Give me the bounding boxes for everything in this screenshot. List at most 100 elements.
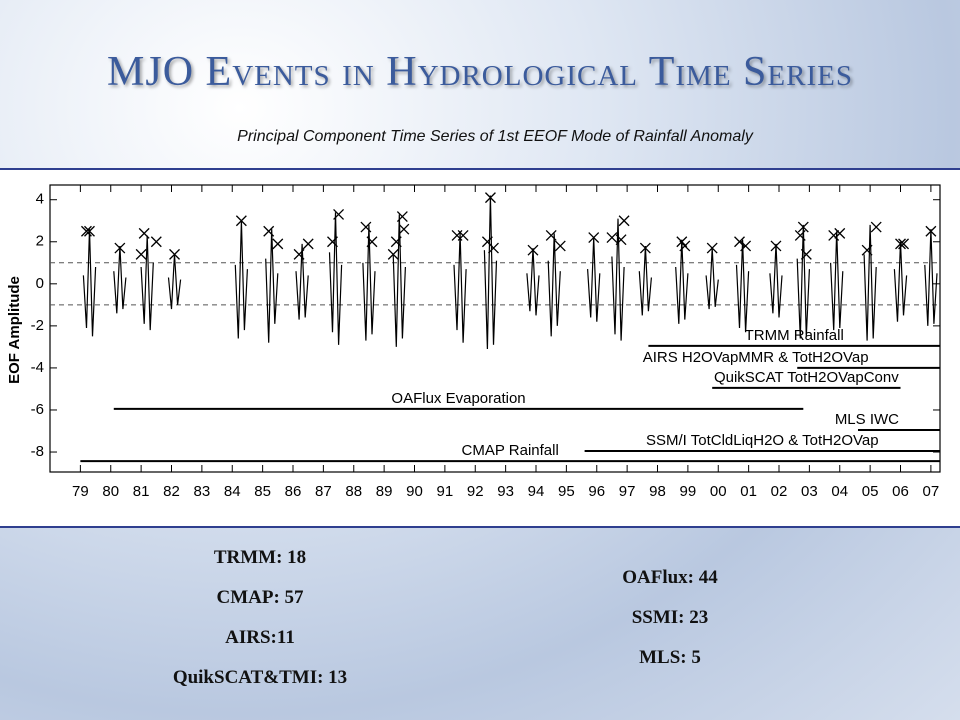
slide-title: MJO Events in Hydrological Time Series (107, 49, 853, 95)
summary-left: TRMM: 18 CMAP: 57 AIRS:11 QuikSCAT&TMI: 13 (135, 538, 385, 698)
event-marker (618, 215, 630, 227)
event-marker (84, 225, 95, 237)
x-tick-label: 93 (497, 483, 514, 500)
y-tick-label: 0 (36, 275, 44, 292)
event-marker (794, 230, 806, 241)
x-tick-label: 85 (254, 483, 271, 500)
x-tick-label: 84 (224, 483, 241, 500)
x-tick-label: 04 (831, 483, 848, 500)
x-tick-label: 92 (467, 483, 484, 500)
event-marker (235, 215, 247, 227)
event-marker (366, 236, 378, 248)
record-label: MLS IWC (835, 411, 899, 428)
event-marker (80, 225, 92, 237)
x-tick-label: 05 (862, 483, 879, 500)
event-marker (545, 230, 557, 241)
summary-item: MLS: 5 (639, 647, 701, 668)
x-tick-label: 80 (102, 483, 119, 500)
event-marker (740, 240, 752, 252)
event-marker (484, 192, 496, 204)
event-marker (138, 227, 150, 239)
y-tick-label: -2 (31, 317, 44, 334)
event-marker (734, 236, 745, 248)
slide-subtitle: Principal Component Time Series of 1st E… (237, 128, 753, 145)
x-tick-label: 94 (528, 483, 545, 500)
record-label: CMAP Rainfall (462, 442, 559, 459)
y-tick-label: -8 (31, 443, 44, 460)
event-marker (861, 244, 873, 256)
x-tick-label: 90 (406, 483, 423, 500)
event-marker (390, 236, 402, 248)
x-tick-label: 82 (163, 483, 180, 500)
x-tick-label: 07 (923, 483, 940, 500)
chart-panel: EOF Amplitude -8 -6 -4 -2 0 2 4 79 80 81 82 83 84 85 86… (0, 168, 960, 528)
y-tick-label: -4 (31, 359, 44, 376)
event-marker (588, 232, 600, 244)
record-label: QuikSCAT TotH2OVapConv (714, 369, 899, 386)
event-marker (615, 234, 627, 246)
event-marker (639, 242, 651, 254)
x-tick-label: 00 (710, 483, 727, 500)
event-marker (398, 223, 410, 235)
x-tick-label: 98 (649, 483, 666, 500)
record-label: OAFlux Evaporation (391, 390, 525, 407)
x-tick-label: 01 (740, 483, 757, 500)
x-tick-label: 97 (619, 483, 636, 500)
x-tick-label: 99 (680, 483, 697, 500)
x-tick-label: 03 (801, 483, 818, 500)
event-marker (770, 240, 782, 252)
event-marker (895, 238, 906, 250)
x-tick-label: 88 (345, 483, 362, 500)
event-marker (797, 221, 809, 233)
event-marker (169, 248, 180, 260)
x-tick-label: 96 (588, 483, 605, 500)
x-tick-label: 83 (194, 483, 211, 500)
event-marker (834, 227, 846, 239)
y-tick-label: 2 (36, 233, 44, 250)
event-marker (333, 208, 345, 220)
event-marker (327, 236, 338, 248)
y-tick-label: 4 (36, 191, 44, 208)
event-marker (293, 248, 305, 260)
x-tick-label: 81 (133, 483, 150, 500)
summary-item: CMAP: 57 (216, 587, 304, 608)
event-marker (360, 221, 372, 233)
summary-item: TRMM: 18 (213, 547, 307, 568)
record-label: SSM/I TotCldLiqH2O & TotH2OVap (646, 432, 879, 449)
summary-item: QuikSCAT&TMI: 13 (172, 667, 348, 688)
event-marker (387, 248, 399, 260)
x-tick-label: 06 (892, 483, 909, 500)
event-marker (606, 232, 618, 244)
event-marker (554, 240, 566, 252)
event-marker (679, 240, 691, 252)
x-tick-label: 86 (285, 483, 302, 500)
x-tick-label: 02 (771, 483, 788, 500)
event-marker (870, 221, 882, 233)
event-marker (828, 230, 840, 241)
event-marker (263, 225, 275, 237)
event-marker (527, 244, 539, 256)
event-marker (135, 248, 147, 260)
event-marker (396, 211, 408, 222)
event-marker (925, 225, 937, 237)
y-axis-label: EOF Amplitude (6, 276, 23, 384)
record-label: AIRS H2OVapMMR & TotH2OVap (643, 349, 869, 366)
plot-frame (49, 184, 941, 473)
event-marker (800, 248, 812, 260)
x-tick-label: 87 (315, 483, 332, 500)
event-marker (114, 242, 126, 254)
event-marker (457, 230, 469, 241)
x-tick-label: 95 (558, 483, 575, 500)
x-tick-label: 79 (72, 483, 89, 500)
event-marker (150, 236, 162, 248)
y-tick-label: -6 (31, 401, 44, 418)
event-marker (272, 238, 284, 250)
record-label: TRMM Rainfall (745, 327, 844, 344)
event-marker (488, 242, 499, 254)
event-marker (898, 238, 910, 250)
event-marker (706, 242, 718, 254)
summary-item: SSMI: 23 (631, 607, 709, 628)
summary-item: AIRS:11 (225, 627, 295, 648)
